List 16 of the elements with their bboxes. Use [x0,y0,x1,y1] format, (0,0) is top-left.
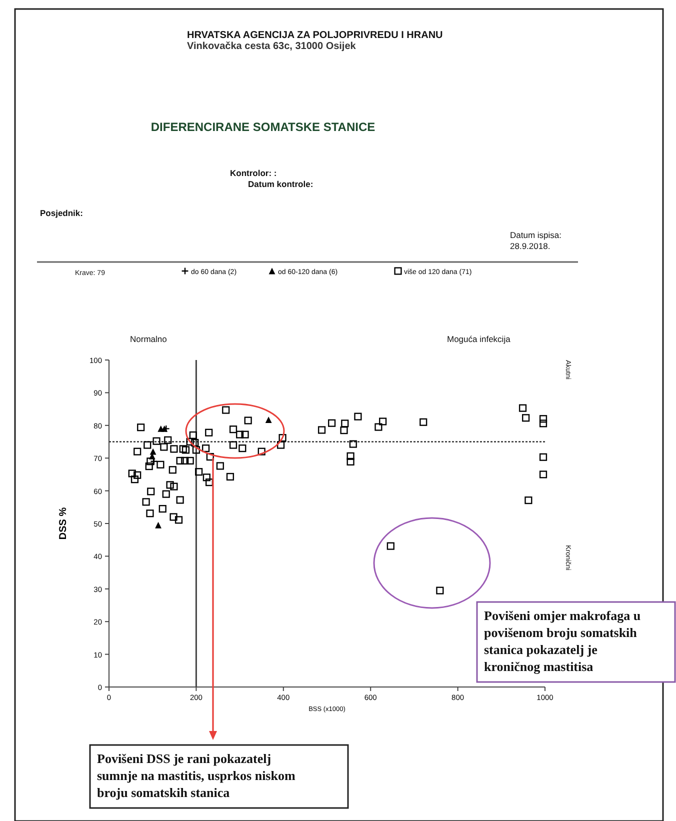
text: Kontrolor: : [230,168,277,178]
point [265,416,272,424]
chart-title: DIFERENCIRANE SOMATSKE STANICE [150,120,376,134]
text: Datum kontrole: [248,179,314,189]
text: Posjednik: [40,208,84,218]
annotation: Povišeni omjer makrofaga u povišenom broju somatskih stanica pokazatelj je kroničnog mastitisa [484,608,641,674]
text: Povišeni DSS je rani pokazatelj sumnje na mastitis, usprkos niskom broju somatskih stanica [97,751,296,800]
y-axis-title: DSS % [58,507,69,540]
text: Vinkovačka cesta 63c, 31000 Osijek [187,41,356,52]
point [155,522,162,528]
text: Datum ispisa: [510,230,562,240]
text: Moguća infekcija [447,334,511,344]
text: HRVATSKA AGENCIJA ZA POLJOPRIVREDU I HRANU [187,30,443,41]
point [150,448,156,455]
text: 28.9.2018. [510,241,550,251]
text: Normalno [130,334,168,344]
